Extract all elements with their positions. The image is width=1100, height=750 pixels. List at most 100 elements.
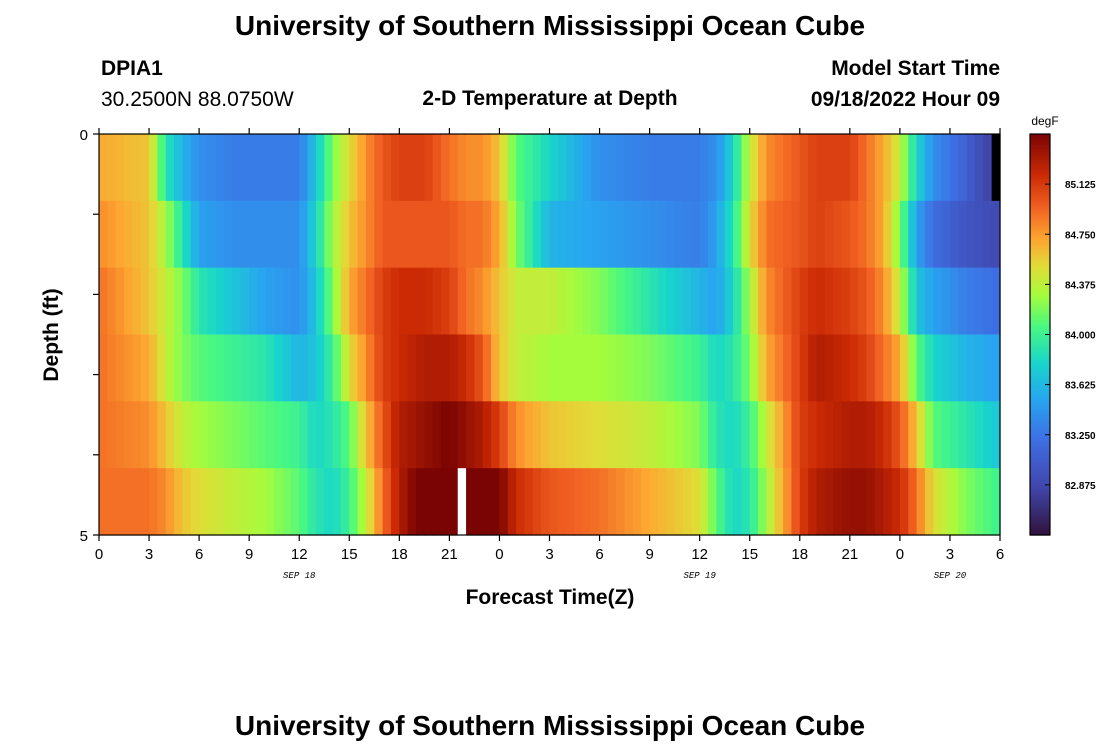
colorbar-segment [1030, 527, 1050, 531]
heat-cell [290, 134, 300, 202]
heat-cell [299, 334, 309, 402]
heat-cell [390, 468, 400, 536]
colorbar-segment [1030, 281, 1050, 285]
heat-cell [557, 200, 567, 269]
heat-cell [666, 200, 676, 269]
heat-cell [532, 267, 542, 336]
heatmap-cells [99, 134, 1001, 536]
heat-cell [874, 200, 884, 269]
heat-cell [257, 200, 267, 269]
colorbar-segment [1030, 156, 1050, 160]
heat-cell [941, 468, 951, 536]
heat-cell [282, 401, 292, 469]
heat-cell [165, 401, 175, 469]
heat-cell [941, 334, 951, 402]
colorbar-segment [1030, 279, 1050, 283]
heat-cell [207, 200, 217, 269]
heat-cell [849, 468, 859, 536]
heat-cell [933, 134, 943, 202]
heat-cell [149, 267, 158, 336]
heat-cell [357, 200, 367, 269]
heat-cell [774, 267, 784, 336]
colorbar-segment [1030, 201, 1050, 205]
colorbar-segment [1030, 261, 1050, 265]
heat-cell [491, 334, 501, 402]
heat-cell [607, 267, 617, 336]
heat-cell [808, 267, 818, 336]
heat-cell [424, 200, 434, 269]
heat-cell [749, 267, 759, 336]
heat-cell [916, 401, 926, 469]
heat-cell [282, 334, 292, 402]
colorbar-segment [1030, 429, 1050, 433]
heat-cell [632, 334, 642, 402]
heat-cell [382, 267, 392, 336]
heat-cell [874, 401, 884, 469]
heat-cell [691, 401, 701, 469]
heat-cell [758, 134, 767, 202]
colorbar-segment [1030, 529, 1050, 534]
heat-cell [240, 468, 250, 536]
x-axis-date-labels: SEP 18 SEP 19 SEP 20 [283, 571, 967, 581]
heat-cell [207, 134, 217, 202]
heat-cell [207, 267, 217, 336]
colorbar-segment [1030, 422, 1050, 426]
heat-cell [924, 200, 934, 269]
heat-cell [274, 200, 284, 269]
colorbar-segment [1030, 514, 1050, 519]
heat-cell [357, 401, 367, 469]
colorbar-segment [1030, 294, 1050, 298]
heat-cell [107, 200, 117, 269]
colorbar-tick-label: 82.875 [1065, 481, 1096, 492]
heat-cell [866, 134, 876, 202]
heat-cell [891, 134, 901, 202]
heat-cell [749, 468, 759, 536]
heat-cell [799, 134, 809, 202]
heat-cell [466, 200, 476, 269]
colorbar-segment [1030, 417, 1050, 421]
heat-cell [215, 401, 225, 469]
heat-cell [949, 468, 959, 536]
heat-cell [574, 468, 584, 536]
heat-cell [107, 267, 117, 336]
heat-cell [507, 468, 517, 536]
colorbar-segment [1030, 269, 1050, 273]
heat-cell [974, 468, 984, 536]
heat-cell [190, 134, 200, 202]
heat-cell [958, 134, 968, 202]
heat-cell [349, 334, 359, 402]
heat-cell [666, 468, 676, 536]
heat-cell [616, 468, 626, 536]
heat-cell [474, 401, 484, 469]
colorbar-unit: degF [1031, 114, 1058, 128]
heat-cell [899, 334, 909, 402]
heat-cell [749, 334, 759, 402]
heat-cell [891, 334, 901, 402]
heat-cell [115, 468, 125, 536]
heat-cell [132, 401, 142, 469]
heat-cell [432, 401, 442, 469]
heat-cell [174, 401, 184, 469]
heat-cell [249, 401, 259, 469]
colorbar-segment [1030, 306, 1050, 311]
heat-cell [557, 468, 567, 536]
heat-cell [466, 334, 476, 402]
colorbar-segment [1030, 206, 1050, 210]
heat-cell [616, 200, 626, 269]
heat-cell [457, 468, 467, 536]
colorbar-segment [1030, 284, 1050, 288]
heat-cell [674, 267, 684, 336]
heat-cell [808, 134, 818, 202]
heat-cell [215, 134, 225, 202]
heat-cell [265, 200, 275, 269]
heat-cell [616, 134, 626, 202]
heat-cell [257, 401, 267, 469]
heat-cell [441, 200, 450, 269]
heat-cell [449, 200, 459, 269]
heat-cell [866, 267, 876, 336]
heat-cell [407, 334, 417, 402]
heat-cell [824, 468, 834, 536]
heat-cell [574, 267, 584, 336]
colorbar-segment [1030, 179, 1050, 183]
colorbar-segment [1030, 139, 1050, 143]
